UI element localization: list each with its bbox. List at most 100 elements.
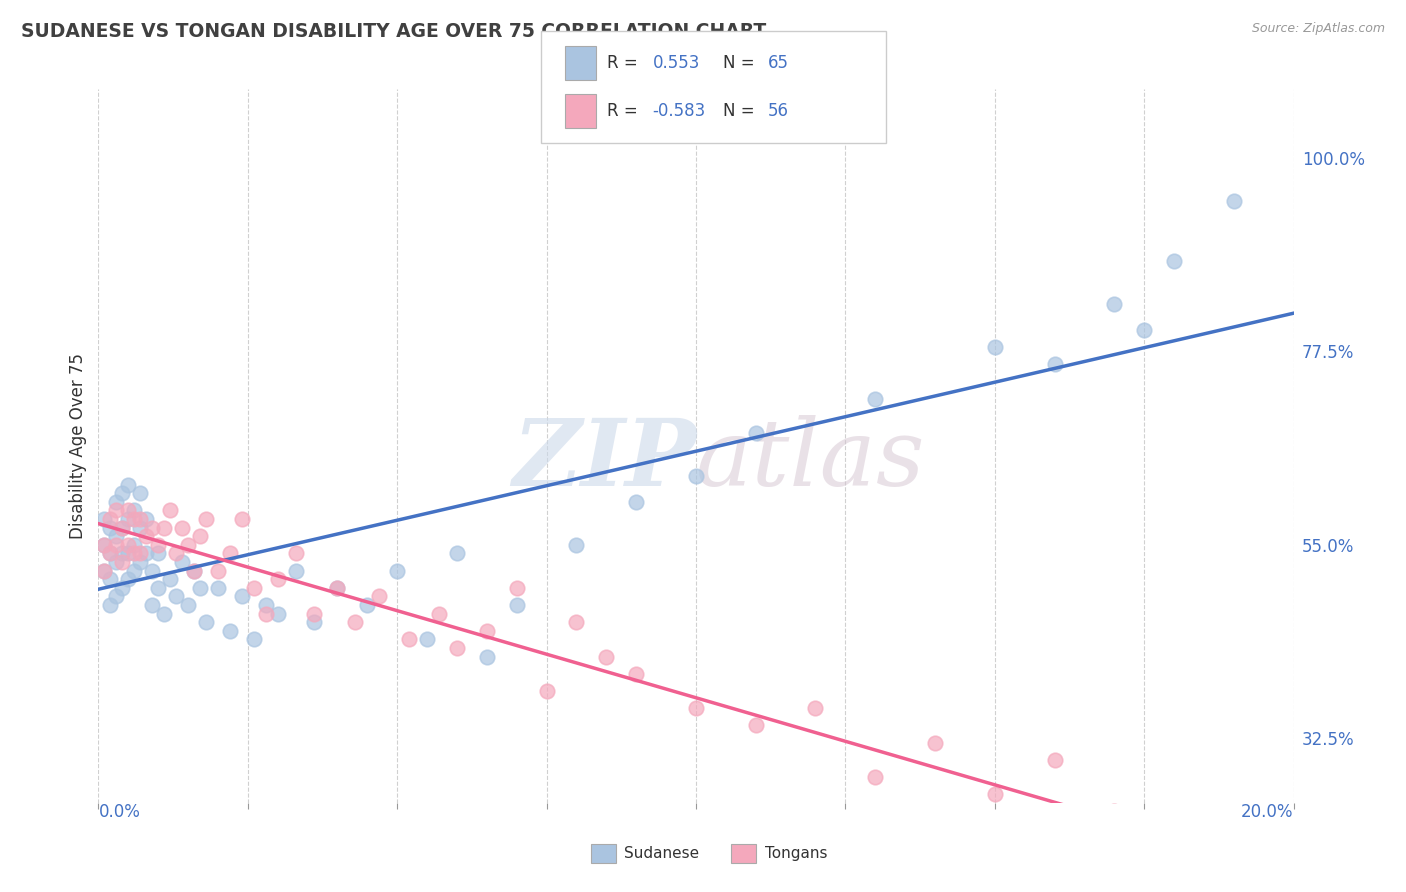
Point <box>475 624 498 638</box>
Point <box>924 736 946 750</box>
Text: Tongans: Tongans <box>765 847 827 861</box>
Point <box>356 598 378 612</box>
Point <box>475 649 498 664</box>
Point <box>326 581 349 595</box>
Point <box>111 521 134 535</box>
Point <box>446 641 468 656</box>
Point <box>111 521 134 535</box>
Point <box>243 632 266 647</box>
Point <box>685 701 707 715</box>
Point <box>129 546 152 560</box>
Point <box>207 581 229 595</box>
Point <box>93 512 115 526</box>
Point <box>135 529 157 543</box>
Point <box>141 521 163 535</box>
Point <box>195 615 218 630</box>
Point <box>284 546 307 560</box>
Text: 65: 65 <box>768 54 789 72</box>
Point <box>344 615 367 630</box>
Point <box>626 495 648 509</box>
Point <box>111 581 134 595</box>
Point <box>302 615 325 630</box>
Text: atlas: atlas <box>696 416 925 505</box>
Point <box>141 564 163 578</box>
Point <box>595 649 617 664</box>
Point <box>302 607 325 621</box>
Text: 0.553: 0.553 <box>652 54 700 72</box>
Point <box>865 392 887 406</box>
Point <box>93 538 115 552</box>
Point <box>284 564 307 578</box>
Point <box>745 426 768 441</box>
Point <box>1163 855 1185 870</box>
Point <box>129 521 152 535</box>
Text: 56: 56 <box>768 102 789 120</box>
Point <box>506 598 529 612</box>
Point <box>141 598 163 612</box>
Point <box>100 521 122 535</box>
Point <box>165 546 187 560</box>
Point <box>446 546 468 560</box>
Point <box>129 555 152 569</box>
Point <box>188 529 211 543</box>
Point <box>984 340 1007 354</box>
Text: N =: N = <box>723 54 759 72</box>
Point <box>865 770 887 784</box>
Text: SUDANESE VS TONGAN DISABILITY AGE OVER 75 CORRELATION CHART: SUDANESE VS TONGAN DISABILITY AGE OVER 7… <box>21 22 766 41</box>
Text: -0.583: -0.583 <box>652 102 706 120</box>
Point <box>153 607 176 621</box>
Point <box>188 581 211 595</box>
Point <box>254 598 277 612</box>
Point <box>93 564 115 578</box>
Point <box>177 538 200 552</box>
Point <box>685 469 707 483</box>
Point <box>506 581 529 595</box>
Point <box>129 486 152 500</box>
Point <box>117 546 139 560</box>
Point <box>254 607 277 621</box>
Point <box>1163 254 1185 268</box>
Point <box>117 477 139 491</box>
Point <box>565 615 588 630</box>
Point <box>100 546 122 560</box>
Point <box>219 624 242 638</box>
Point <box>93 564 115 578</box>
Point <box>1104 297 1126 311</box>
Point <box>117 572 139 586</box>
Text: 20.0%: 20.0% <box>1241 803 1294 821</box>
Point <box>626 666 648 681</box>
Text: Sudanese: Sudanese <box>624 847 699 861</box>
Point <box>117 503 139 517</box>
Text: R =: R = <box>607 54 644 72</box>
Point <box>100 572 122 586</box>
Point <box>165 590 187 604</box>
Point <box>129 512 152 526</box>
Point <box>1223 194 1246 208</box>
Point <box>427 607 450 621</box>
Y-axis label: Disability Age Over 75: Disability Age Over 75 <box>69 353 87 539</box>
Point <box>135 546 157 560</box>
Point <box>100 598 122 612</box>
Point <box>267 607 290 621</box>
Point <box>219 546 242 560</box>
Point <box>984 787 1007 801</box>
Point <box>536 684 558 698</box>
Text: 0.0%: 0.0% <box>98 803 141 821</box>
Point <box>177 598 200 612</box>
Point <box>148 538 170 552</box>
Point <box>243 581 266 595</box>
Point <box>804 701 827 715</box>
Point <box>93 538 115 552</box>
Point <box>159 503 181 517</box>
Point <box>1223 873 1246 888</box>
Point <box>105 538 128 552</box>
Point <box>117 512 139 526</box>
Point <box>105 555 128 569</box>
Point <box>385 564 409 578</box>
Point <box>1073 822 1095 836</box>
Text: R =: R = <box>607 102 644 120</box>
Point <box>183 564 205 578</box>
Point <box>148 546 170 560</box>
Point <box>1043 357 1066 371</box>
Point <box>124 512 146 526</box>
